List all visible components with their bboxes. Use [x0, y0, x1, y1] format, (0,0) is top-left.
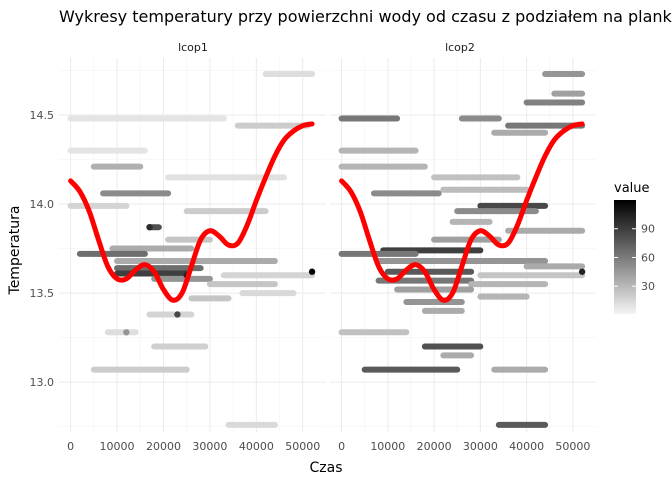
legend-ticks: 30 60 90	[614, 223, 655, 293]
data-point	[308, 268, 316, 275]
data-point	[123, 329, 130, 336]
x-tick-label: 10000	[370, 440, 405, 453]
x-tick-label: 10000	[100, 440, 135, 453]
panel-label-lcop2: lcop2	[445, 41, 475, 54]
x-tick-label: 30000	[463, 440, 498, 453]
x-tick-label: 0	[67, 440, 74, 453]
y-axis-ticks: 13.0 13.5 14.0 14.5	[30, 109, 55, 389]
x-tick-label: 40000	[509, 440, 544, 453]
x-tick-label: 50000	[285, 440, 320, 453]
smooth-curve	[339, 121, 585, 303]
panel-label-lcop1: lcop1	[178, 41, 208, 54]
x-tick-label: 50000	[555, 440, 590, 453]
chart-title: Wykresy temperatury przy powierzchni wod…	[59, 7, 672, 26]
color-legend: value 30 60 90	[614, 181, 655, 314]
x-tick-label: 30000	[192, 440, 227, 453]
y-axis-title: Temperatura	[7, 206, 23, 296]
y-tick-label: 13.5	[30, 287, 55, 300]
y-tick-label: 14.0	[30, 198, 55, 211]
data-point	[146, 223, 153, 231]
x-tick-label: 0	[338, 440, 345, 453]
x-tick-label: 40000	[239, 440, 274, 453]
x-axis-title: Czas	[310, 460, 343, 476]
panel-lcop2	[330, 58, 596, 432]
y-tick-label: 14.5	[30, 109, 55, 122]
legend-tick-label: 30	[641, 280, 655, 293]
x-tick-label: 20000	[146, 440, 181, 453]
x-tick-label: 20000	[417, 440, 452, 453]
y-tick-label: 13.0	[30, 376, 55, 389]
data-point	[578, 268, 586, 275]
x-axis-ticks: 0 10000 20000 30000 40000 50000 0 10000 20000 300…	[67, 440, 590, 453]
legend-tick-label: 90	[641, 223, 655, 236]
legend-title: value	[614, 181, 650, 196]
legend-colorbar	[614, 200, 636, 314]
panel-lcop1	[59, 58, 326, 432]
smooth-curve	[68, 121, 315, 303]
data-point	[174, 311, 181, 318]
legend-tick-label: 60	[641, 251, 655, 264]
